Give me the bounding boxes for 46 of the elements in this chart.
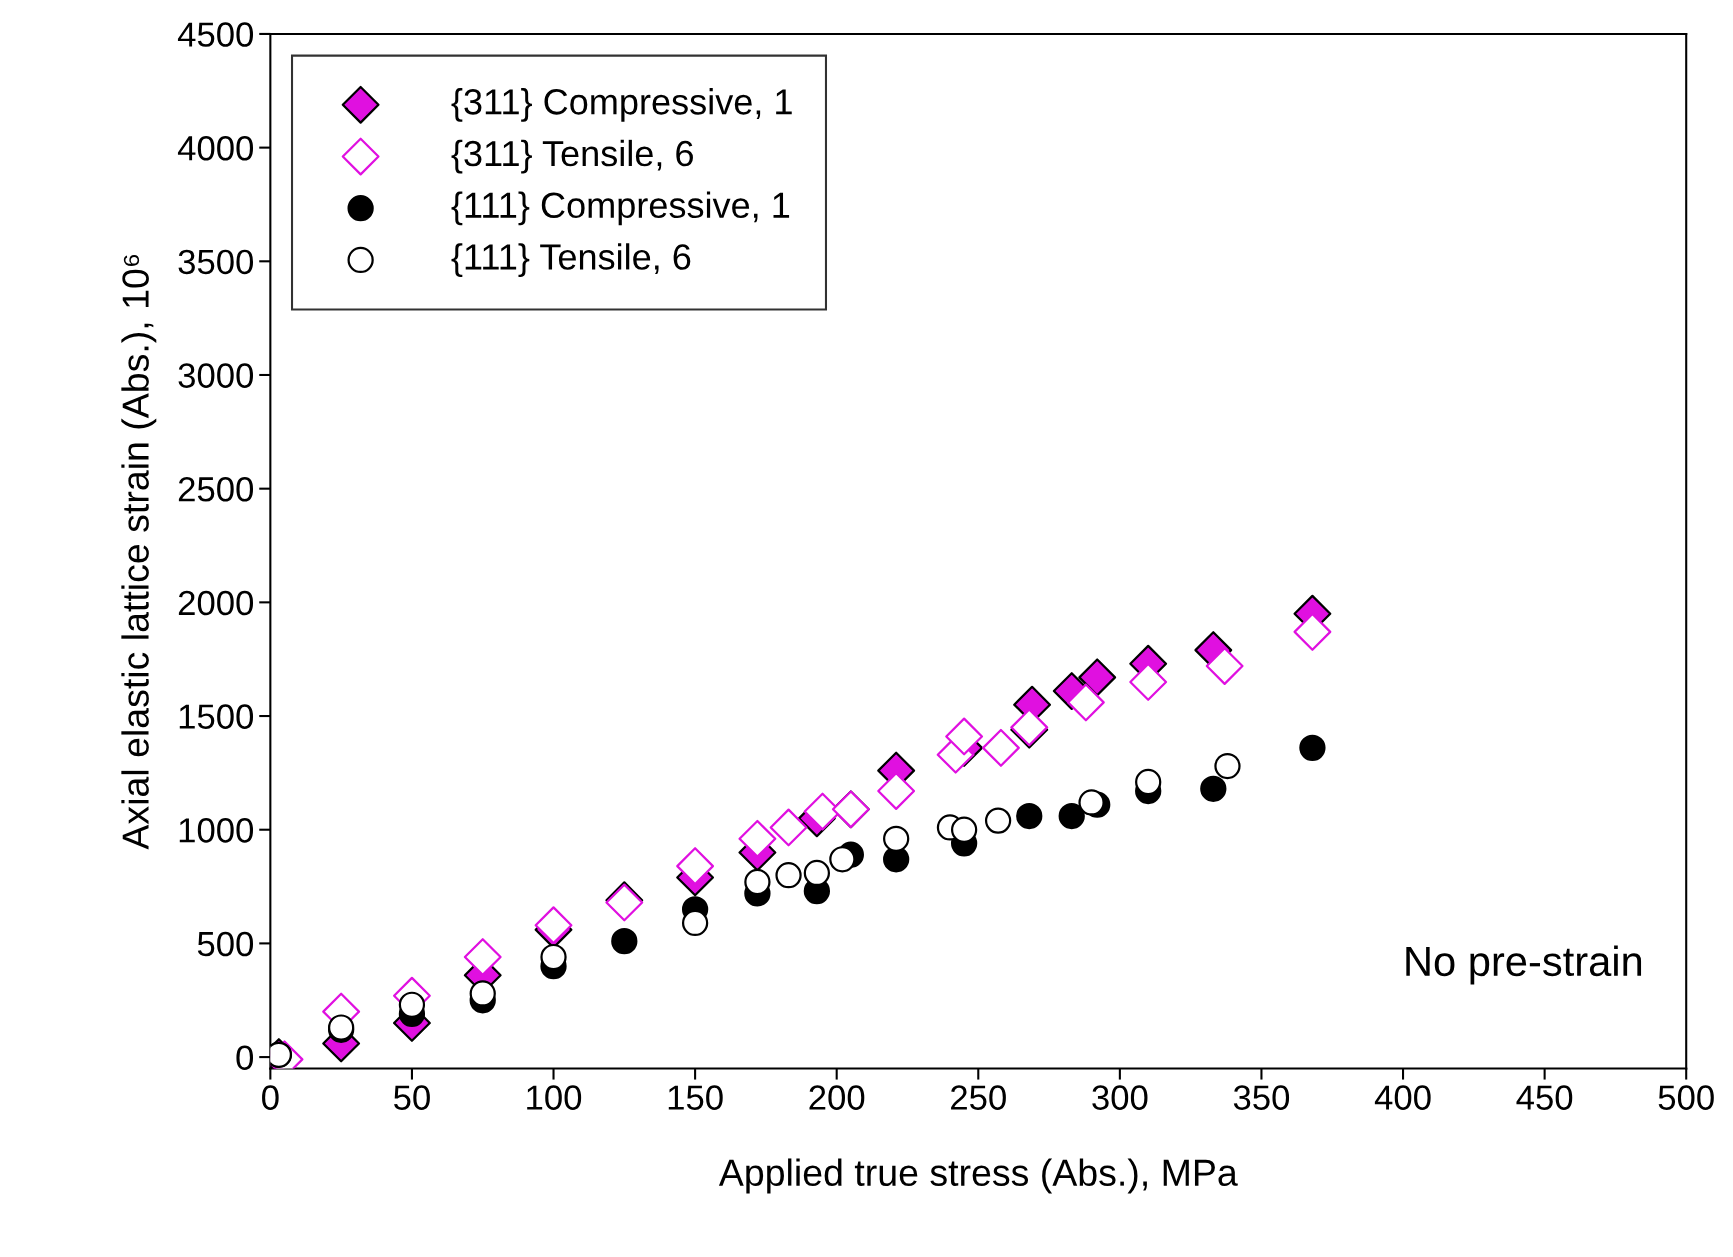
point — [1200, 775, 1227, 802]
y-tick-label: 3500 — [178, 249, 254, 275]
legend-label: {311} Compressive, 1 — [451, 88, 792, 122]
point — [469, 980, 496, 1007]
point — [1299, 734, 1326, 761]
x-tick-label: 350 — [1233, 1085, 1290, 1110]
point — [1016, 802, 1043, 830]
x-tick-label: 100 — [527, 1085, 582, 1110]
point — [738, 819, 777, 858]
point — [611, 927, 638, 955]
point — [1058, 802, 1085, 830]
point — [676, 847, 715, 886]
x-tick-label: 200 — [809, 1085, 865, 1110]
x-tick-label: 500 — [1658, 1085, 1714, 1110]
x-tick-label: 250 — [951, 1085, 1006, 1110]
y-tick-label: 0 — [236, 1045, 254, 1071]
legend-label: {311} Tensile, 6 — [451, 139, 693, 174]
point — [829, 846, 856, 873]
point — [945, 717, 984, 756]
point — [1078, 658, 1117, 697]
point — [950, 816, 978, 843]
legend-label: {111} Compressive, 1 — [451, 191, 790, 226]
x-tick-label: 450 — [1516, 1085, 1573, 1110]
x-tick-label: 150 — [668, 1085, 723, 1110]
y-tick-label: 2500 — [178, 477, 254, 502]
y-tick-label: 4500 — [177, 22, 254, 47]
y-tick-label: 3000 — [178, 363, 254, 388]
y-tick-label: 4000 — [177, 135, 254, 161]
x-tick-label: 50 — [394, 1085, 430, 1110]
y-tick-label: 1000 — [179, 818, 254, 843]
y-tick-label: 2000 — [178, 590, 254, 616]
x-axis-title: Applied true stress (Abs.), MPa — [718, 1158, 1238, 1194]
point — [540, 943, 567, 971]
point — [398, 991, 426, 1018]
point — [1078, 789, 1105, 816]
point — [1135, 768, 1162, 796]
y-tick-label: 1500 — [179, 704, 254, 729]
y-tick-label: 500 — [197, 931, 254, 957]
point — [681, 909, 709, 937]
annotation: No pre-strain — [1406, 945, 1642, 985]
point — [744, 868, 771, 896]
x-tick-label: 300 — [1092, 1085, 1148, 1110]
x-tick-label: 0 — [262, 1085, 279, 1110]
x-tick-label: 400 — [1374, 1085, 1431, 1110]
legend-label: {111} Tensile, 6 — [451, 243, 691, 277]
y-axis-title: Axial elastic lattice strain (Abs.), 10⁶ — [121, 254, 157, 850]
